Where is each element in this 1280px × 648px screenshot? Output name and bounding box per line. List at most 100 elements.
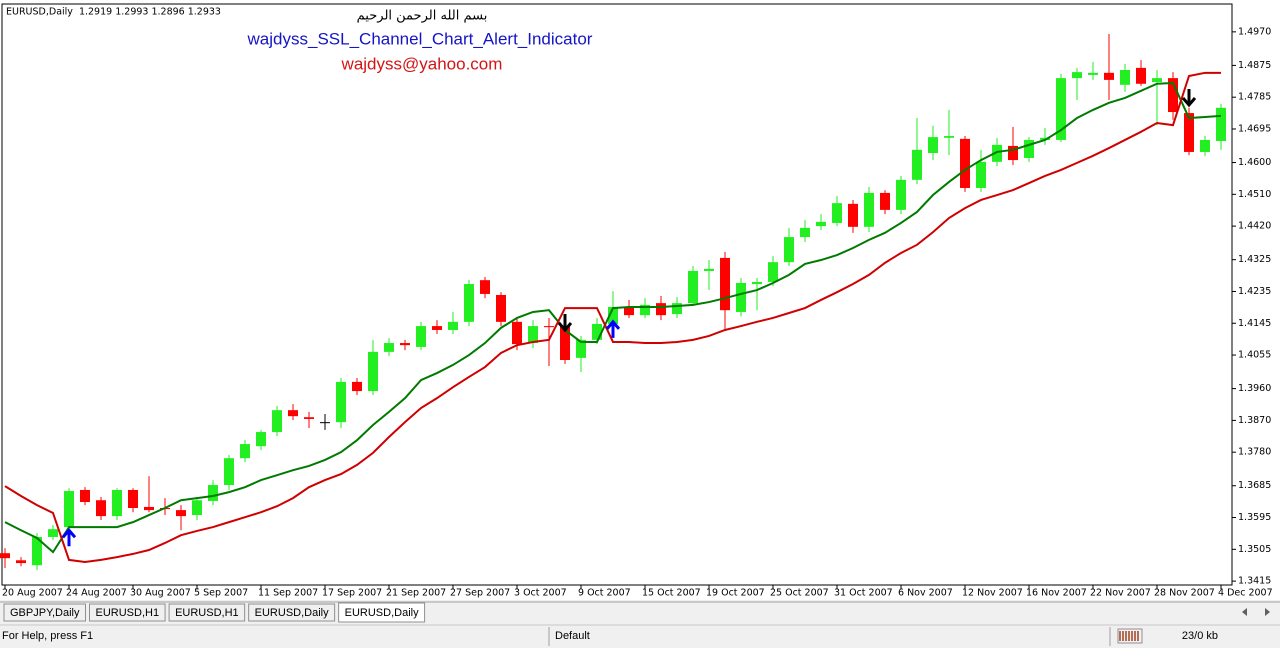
candle-body: [112, 489, 122, 517]
candle-body: [896, 179, 906, 210]
x-tick-label: 19 Oct 2007: [706, 588, 765, 599]
tab-scroll-left[interactable]: [1242, 608, 1247, 616]
status-bar: [0, 625, 1280, 648]
tab[interactable]: EURUSD,H1: [168, 603, 246, 622]
x-tick-label: 5 Sep 2007: [194, 588, 248, 599]
tab-label: GBPJPY,Daily: [10, 607, 80, 619]
candle-body: [752, 281, 762, 285]
y-tick-label: 1.4875: [1238, 60, 1271, 71]
tab-frame: [338, 602, 426, 623]
tab-label: EURUSD,H1: [96, 607, 160, 619]
candle-body: [32, 536, 42, 566]
x-tick-label: 4 Dec 2007: [1218, 588, 1273, 599]
heading: بسم الله الرحمن الرحيم: [357, 9, 488, 24]
candle-body: [560, 326, 570, 360]
candle-body: [576, 339, 586, 358]
candle-body: [176, 510, 186, 517]
tab[interactable]: EURUSD,H1: [89, 603, 166, 622]
candle-body: [816, 221, 826, 227]
candle-body: [1008, 145, 1018, 161]
x-tick-label: 27 Sep 2007: [450, 588, 510, 599]
candle-body: [400, 343, 410, 346]
candle-body: [976, 161, 986, 188]
x-tick-label: 21 Sep 2007: [386, 588, 446, 599]
candle-body: [416, 326, 426, 347]
x-tick-label: 20 Aug 2007: [2, 588, 63, 599]
tab-frame: [248, 603, 336, 622]
candle-body: [736, 282, 746, 312]
y-tick-label: 1.4055: [1238, 350, 1271, 361]
x-tick-label: 6 Nov 2007: [898, 588, 953, 599]
candle-body: [720, 257, 730, 311]
candle-body: [384, 343, 394, 352]
candle-body: [992, 144, 1002, 162]
candle-body: [1152, 78, 1162, 83]
y-tick-label: 1.3685: [1238, 480, 1271, 491]
candle-body: [1168, 78, 1178, 113]
candle-body: [512, 321, 522, 345]
y-tick-label: 1.3415: [1238, 576, 1271, 587]
x-tick-label: 17 Sep 2007: [322, 588, 382, 599]
x-tick-label: 9 Oct 2007: [578, 588, 631, 599]
y-tick-label: 1.4235: [1238, 286, 1271, 297]
candle-body: [1024, 139, 1034, 158]
candle-body: [768, 262, 778, 282]
status-traffic: 23/0 kb: [1182, 630, 1218, 642]
candle-body: [208, 485, 218, 501]
candle-body: [64, 491, 74, 528]
tab[interactable]: GBPJPY,Daily: [3, 603, 86, 622]
candle-body: [592, 323, 602, 340]
x-tick-label: 15 Oct 2007: [642, 588, 701, 599]
tab-frame: [89, 603, 166, 622]
y-tick-label: 1.4785: [1238, 92, 1271, 103]
candle-body: [1120, 69, 1130, 85]
x-tick-label: 24 Aug 2007: [66, 588, 127, 599]
candle-body: [912, 149, 922, 180]
candle-body: [880, 192, 890, 210]
candle-body: [496, 295, 506, 322]
x-tick-label: 22 Nov 2007: [1090, 588, 1151, 599]
candle-body: [272, 410, 282, 433]
y-tick-label: 1.4600: [1238, 157, 1271, 168]
candle-body: [1216, 107, 1226, 141]
symbol-label: EURUSD,Daily 1.2919 1.2993 1.2896 1.2933: [6, 7, 221, 18]
signal-arrow: [1181, 88, 1197, 108]
tab[interactable]: EURUSD,Daily: [248, 603, 336, 622]
y-tick-label: 1.4325: [1238, 254, 1271, 265]
candle-body: [528, 326, 538, 344]
tab[interactable]: EURUSD,Daily: [338, 602, 426, 623]
candle-body: [832, 203, 842, 223]
candle-body: [96, 500, 106, 517]
x-tick-label: 31 Oct 2007: [834, 588, 893, 599]
x-tick-label: 12 Nov 2007: [962, 588, 1023, 599]
candle-body: [544, 326, 554, 328]
tab-scroll-right[interactable]: [1265, 608, 1270, 616]
candle-body: [464, 284, 474, 322]
candle-body: [0, 553, 10, 559]
candle-body: [144, 506, 154, 511]
signal-arrow: [605, 319, 621, 338]
tab-frame: [3, 603, 86, 622]
candle-body: [224, 458, 234, 486]
plot-frame: [1, 3, 1233, 586]
status-help: For Help, press F1: [2, 630, 93, 642]
y-tick-label: 1.3595: [1238, 512, 1271, 523]
y-tick-label: 1.4420: [1238, 221, 1271, 232]
candle-body: [368, 351, 378, 392]
y-tick-label: 1.4970: [1238, 26, 1271, 37]
x-tick-label: 11 Sep 2007: [258, 588, 318, 599]
candle-body: [480, 280, 490, 294]
candle-body: [1072, 72, 1082, 79]
candle-body: [944, 136, 954, 138]
connection-box: [1117, 628, 1143, 644]
candle-body: [432, 326, 442, 330]
candle-body: [960, 138, 970, 188]
author-email: wajdyss@yahoo.com: [341, 54, 503, 73]
candle-body: [656, 303, 666, 316]
y-tick-label: 1.4510: [1238, 189, 1271, 200]
candle-body: [1104, 72, 1114, 80]
x-tick-label: 28 Nov 2007: [1154, 588, 1215, 599]
connection-indicator: [1117, 628, 1143, 644]
x-tick-label: 16 Nov 2007: [1026, 588, 1087, 599]
